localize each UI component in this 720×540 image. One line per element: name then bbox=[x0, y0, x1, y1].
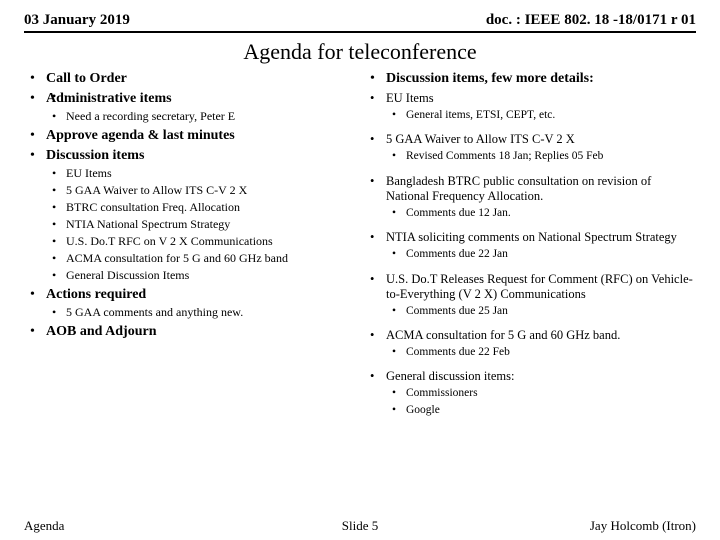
footer-left: Agenda bbox=[24, 518, 64, 534]
detail-5gaa-sub: Revised Comments 18 Jan; Replies 05 Feb bbox=[386, 149, 696, 163]
slide-title: Agenda for teleconference bbox=[24, 39, 696, 65]
item-approve-agenda: Approve agenda & last minutes bbox=[24, 128, 356, 144]
label: Call to Order bbox=[46, 71, 127, 86]
item-discussion: Discussion items EU Items 5 GAA Waiver t… bbox=[24, 148, 356, 283]
footer-center: Slide 5 bbox=[342, 518, 378, 534]
label: Bangladesh BTRC public consultation on r… bbox=[386, 174, 651, 203]
header-date: 03 January 2019 bbox=[24, 12, 130, 29]
detail-general-google: Google bbox=[386, 403, 696, 417]
detail-ntia: NTIA soliciting comments on National Spe… bbox=[364, 230, 696, 261]
slide-footer: Agenda Slide 5 Jay Holcomb (Itron) bbox=[24, 518, 696, 534]
label: EU Items bbox=[386, 91, 434, 105]
label: NTIA soliciting comments on National Spe… bbox=[386, 230, 677, 244]
content-columns: Call to Order Administrative items Need … bbox=[24, 71, 696, 421]
detail-general: General discussion items: Commissioners … bbox=[364, 369, 696, 417]
sub-recording-secretary: Need a recording secretary, Peter E bbox=[46, 109, 356, 124]
sub-5gaa-waiver: 5 GAA Waiver to Allow ITS C-V 2 X bbox=[46, 183, 356, 198]
detail-acma: ACMA consultation for 5 G and 60 GHz ban… bbox=[364, 328, 696, 359]
detail-general-commissioners: Commissioners bbox=[386, 386, 696, 400]
detail-acma-sub: Comments due 22 Feb bbox=[386, 345, 696, 359]
label: Discussion items bbox=[46, 148, 144, 163]
label: General discussion items: bbox=[386, 369, 514, 383]
detail-btrc-sub: Comments due 12 Jan. bbox=[386, 206, 696, 220]
label: 5 GAA Waiver to Allow ITS C-V 2 X bbox=[386, 132, 575, 146]
header-doc: doc. : IEEE 802. 18 -18/0171 r 01 bbox=[486, 12, 696, 29]
label: AOB and Adjourn bbox=[46, 324, 156, 339]
item-aob-adjourn: AOB and Adjourn bbox=[24, 324, 356, 340]
detail-5gaa: 5 GAA Waiver to Allow ITS C-V 2 X Revise… bbox=[364, 132, 696, 163]
detail-usdot-sub: Comments due 25 Jan bbox=[386, 304, 696, 318]
label: Actions required bbox=[46, 287, 146, 302]
item-call-to-order: Call to Order bbox=[24, 71, 356, 87]
left-column: Call to Order Administrative items Need … bbox=[24, 71, 356, 421]
label: Discussion items, few more details: bbox=[386, 71, 594, 86]
sub-acma: ACMA consultation for 5 G and 60 GHz ban… bbox=[46, 251, 356, 266]
sub-general: General Discussion Items bbox=[46, 268, 356, 283]
detail-usdot: U.S. Do.T Releases Request for Comment (… bbox=[364, 272, 696, 318]
footer-right: Jay Holcomb (Itron) bbox=[590, 518, 696, 534]
detail-btrc: Bangladesh BTRC public consultation on r… bbox=[364, 174, 696, 220]
label: ACMA consultation for 5 G and 60 GHz ban… bbox=[386, 328, 620, 342]
item-actions-required: Actions required 5 GAA comments and anyt… bbox=[24, 287, 356, 320]
sub-ntia: NTIA National Spectrum Strategy bbox=[46, 217, 356, 232]
item-details-head: Discussion items, few more details: bbox=[364, 71, 696, 87]
detail-eu-sub: General items, ETSI, CEPT, etc. bbox=[386, 108, 696, 122]
sub-btrc: BTRC consultation Freq. Allocation bbox=[46, 200, 356, 215]
label: Approve agenda & last minutes bbox=[46, 128, 235, 143]
right-column: Discussion items, few more details: EU I… bbox=[364, 71, 696, 421]
detail-eu: EU Items General items, ETSI, CEPT, etc. bbox=[364, 91, 696, 122]
label: Administrative items bbox=[46, 91, 172, 106]
slide-page: 03 January 2019 doc. : IEEE 802. 18 -18/… bbox=[0, 0, 720, 540]
sub-5gaa-comments: 5 GAA comments and anything new. bbox=[46, 305, 356, 320]
sub-usdot-rfc: U.S. Do.T RFC on V 2 X Communications bbox=[46, 234, 356, 249]
slide-header: 03 January 2019 doc. : IEEE 802. 18 -18/… bbox=[24, 12, 696, 33]
detail-ntia-sub: Comments due 22 Jan bbox=[386, 247, 696, 261]
sub-eu-items: EU Items bbox=[46, 166, 356, 181]
label: U.S. Do.T Releases Request for Comment (… bbox=[386, 272, 693, 301]
item-administrative: Administrative items Need a recording se… bbox=[24, 91, 356, 124]
